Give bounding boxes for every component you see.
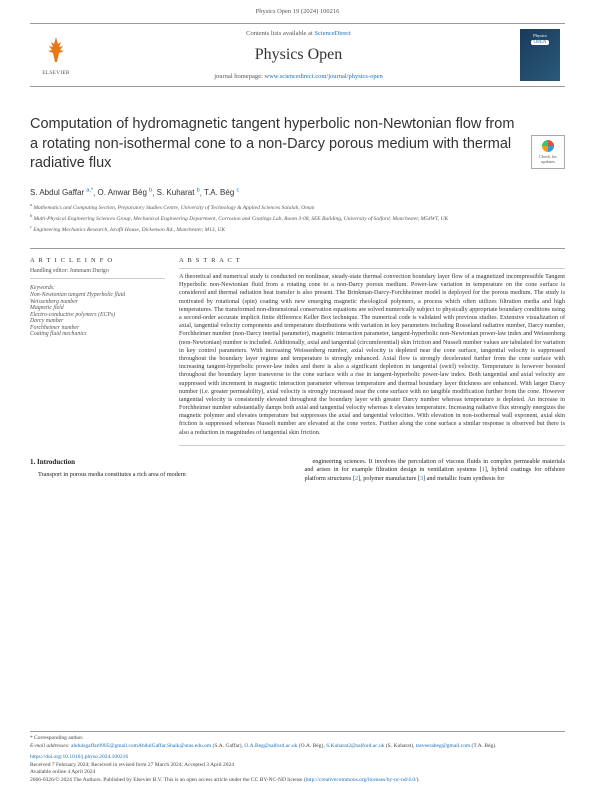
intro-heading: 1. Introduction bbox=[30, 458, 291, 467]
article-history: Received 7 February 2024; Received in re… bbox=[30, 762, 565, 769]
email-addresses-line: E-mail addresses: abdulsgaffar0905@gmail… bbox=[30, 743, 565, 750]
author-affil-sup: c bbox=[237, 188, 240, 194]
contents-line: Contents lists available at ScienceDirec… bbox=[246, 30, 351, 37]
journal-masthead: ELSEVIER Contents lists available at Sci… bbox=[30, 23, 565, 87]
publisher-name: ELSEVIER bbox=[42, 70, 70, 76]
keywords-label: Keywords: bbox=[30, 285, 165, 291]
footer: * Corresponding author. E-mail addresses… bbox=[30, 727, 565, 784]
footer-separator bbox=[30, 731, 565, 732]
sciencedirect-link[interactable]: ScienceDirect bbox=[314, 30, 350, 37]
abstract-text: A theoretical and numerical study is con… bbox=[179, 273, 565, 437]
elsevier-tree-icon bbox=[41, 34, 71, 69]
homepage-prefix: journal homepage: bbox=[214, 73, 264, 80]
author-email-link[interactable]: tasveerabeg@gmail.com bbox=[416, 743, 470, 749]
copyright-line: 2666-0326/© 2024 The Authors. Published … bbox=[30, 777, 565, 784]
check-updates-badge[interactable]: Check for updates bbox=[531, 135, 565, 169]
author: S. Kuharat b bbox=[157, 188, 200, 197]
intro-para-left: Transport in porous media constitutes a … bbox=[30, 471, 291, 479]
handling-editor: Handling editor: Jummam Durigo bbox=[30, 268, 165, 279]
affiliation-sup: c bbox=[30, 224, 33, 229]
available-online: Available online 4 April 2024 bbox=[30, 769, 565, 776]
affiliation-sup: b bbox=[30, 213, 33, 218]
journal-cover[interactable]: Physics OPEN bbox=[520, 29, 560, 81]
keyword: Darcy number bbox=[30, 318, 165, 324]
affiliations: a Mathematics and Computing Section, Pre… bbox=[30, 202, 565, 234]
author: O. Anwar Bég b bbox=[98, 188, 153, 197]
affiliation-sup: a bbox=[30, 202, 33, 207]
contents-prefix: Contents lists available at bbox=[246, 30, 314, 37]
cover-open-badge: OPEN bbox=[531, 40, 548, 45]
author: S. Abdul Gaffar a,* bbox=[30, 188, 93, 197]
masthead-center: Contents lists available at ScienceDirec… bbox=[82, 24, 515, 86]
intro-para-right: engineering sciences. It involves the pe… bbox=[305, 458, 566, 483]
article-info-column: A R T I C L E I N F O Handling editor: J… bbox=[30, 249, 165, 446]
doi-line: https://doi.org/10.1016/j.physo.2024.100… bbox=[30, 754, 565, 761]
affiliation: b Multi-Physical Engineering Sciences Gr… bbox=[30, 213, 565, 223]
corresponding-author-label: * Corresponding author. bbox=[30, 735, 565, 742]
journal-cover-block: Physics OPEN bbox=[515, 24, 565, 86]
info-abstract-row: A R T I C L E I N F O Handling editor: J… bbox=[30, 248, 565, 446]
author-email-link[interactable]: S.Kuharat2@salford.ac.uk bbox=[326, 743, 384, 749]
affiliation: c Engineering Mechanics Research, Israfi… bbox=[30, 224, 565, 234]
author-email-link[interactable]: AbdulGaffar.Shaik@utas.edu.om bbox=[138, 743, 211, 749]
body-columns: 1. Introduction Transport in porous medi… bbox=[30, 458, 565, 483]
elsevier-logo[interactable]: ELSEVIER bbox=[34, 30, 78, 80]
body-col-left: 1. Introduction Transport in porous medi… bbox=[30, 458, 291, 483]
author-email-link[interactable]: abdulsgaffar0905@gmail.com bbox=[71, 743, 138, 749]
author-affil-sup: b bbox=[149, 188, 152, 194]
cover-title: Physics bbox=[533, 33, 547, 38]
doi-link[interactable]: https://doi.org/10.1016/j.physo.2024.100… bbox=[30, 754, 128, 760]
journal-homepage-link[interactable]: www.sciencedirect.com/journal/physics-op… bbox=[264, 73, 382, 80]
abstract-heading: A B S T R A C T bbox=[179, 257, 565, 269]
copyright-prefix: 2666-0326/© 2024 The Authors. Published … bbox=[30, 777, 306, 783]
ref-link[interactable]: 3 bbox=[420, 475, 423, 482]
author-email-link[interactable]: O.A.Beg@salford.ac.uk bbox=[244, 743, 297, 749]
keyword: Coating fluid mechanics bbox=[30, 331, 165, 337]
keyword: Weissenberg number bbox=[30, 299, 165, 305]
check-updates-icon bbox=[542, 140, 554, 152]
author-list: S. Abdul Gaffar a,*, O. Anwar Bég b, S. … bbox=[30, 188, 565, 198]
body-col-right: engineering sciences. It involves the pe… bbox=[305, 458, 566, 483]
journal-name: Physics Open bbox=[255, 46, 343, 64]
article-title: Computation of hydromagnetic tangent hyp… bbox=[30, 115, 565, 174]
ref-link[interactable]: 1 bbox=[482, 466, 485, 473]
keyword: Electro-conductive polymers (ECPs) bbox=[30, 312, 165, 318]
keyword: Non-Newtonian tangent Hyperbolic fluid bbox=[30, 292, 165, 298]
running-header: Physics Open 19 (2024) 100216 bbox=[0, 0, 595, 19]
journal-homepage-line: journal homepage: www.sciencedirect.com/… bbox=[214, 73, 383, 80]
author-affil-sup: b bbox=[197, 188, 200, 194]
author: T.A. Bég c bbox=[204, 188, 239, 197]
keywords-list: Non-Newtonian tangent Hyperbolic fluidWe… bbox=[30, 292, 165, 337]
publisher-logo-block: ELSEVIER bbox=[30, 24, 82, 86]
keyword: Magnetic field bbox=[30, 305, 165, 311]
abstract-column: A B S T R A C T A theoretical and numeri… bbox=[179, 249, 565, 446]
author-affil-sup: a,* bbox=[86, 188, 93, 194]
check-updates-line2: updates bbox=[541, 159, 555, 164]
email-label: E-mail addresses: bbox=[30, 743, 71, 749]
keyword: Forchheimer number bbox=[30, 325, 165, 331]
article-info-heading: A R T I C L E I N F O bbox=[30, 257, 165, 264]
copyright-suffix: ). bbox=[417, 777, 420, 783]
cc-license-link[interactable]: http://creativecommons.org/licenses/by-n… bbox=[306, 777, 417, 783]
affiliation: a Mathematics and Computing Section, Pre… bbox=[30, 202, 565, 212]
ref-link[interactable]: 2 bbox=[355, 475, 358, 482]
